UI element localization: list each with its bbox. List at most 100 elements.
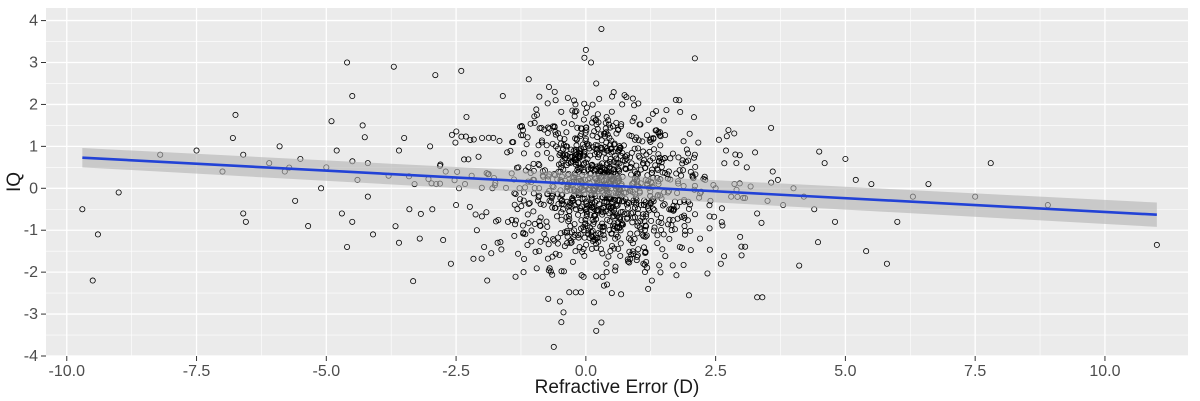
data-point: [663, 107, 670, 114]
y-axis: -4 -3 -2 -1 0 1 2 3 4: [24, 13, 46, 365]
x-axis-title: Refractive Error (D): [535, 377, 700, 398]
x-tick-label: -5.0: [313, 363, 341, 380]
data-point: [624, 256, 631, 263]
data-point: [512, 221, 519, 228]
data-point: [690, 154, 697, 161]
data-point: [509, 139, 516, 146]
data-point: [524, 241, 531, 248]
data-point: [631, 235, 638, 242]
data-point: [646, 148, 653, 155]
data-point: [540, 201, 547, 208]
data-point: [561, 229, 568, 236]
data-point: [743, 164, 750, 171]
data-point: [654, 232, 661, 239]
data-point: [681, 214, 688, 221]
data-point: [608, 204, 615, 211]
data-point: [576, 153, 583, 160]
data-point: [545, 267, 552, 274]
data-point: [475, 153, 482, 160]
data-point: [654, 167, 661, 174]
data-point: [305, 223, 312, 230]
data-point: [733, 160, 740, 167]
data-point: [650, 155, 657, 162]
data-point: [318, 185, 325, 192]
data-point: [588, 245, 595, 252]
data-point: [548, 194, 555, 201]
data-point: [524, 211, 531, 218]
data-point: [621, 157, 628, 164]
data-point: [606, 210, 613, 217]
data-point: [643, 132, 650, 139]
data-point: [526, 200, 533, 207]
data-point: [634, 222, 641, 229]
data-point: [680, 138, 687, 145]
x-tick-label: -10.0: [49, 363, 86, 380]
data-point: [395, 147, 402, 154]
data-point: [591, 299, 598, 306]
data-point: [606, 226, 613, 233]
data-point: [706, 225, 713, 232]
data-point: [544, 130, 551, 137]
data-point: [549, 140, 556, 147]
data-point: [567, 240, 574, 247]
data-point: [608, 290, 615, 297]
data-point: [94, 231, 101, 238]
data-point: [458, 67, 465, 74]
data-point: [692, 163, 699, 170]
data-point: [621, 92, 628, 99]
data-point: [598, 319, 605, 326]
data-point: [605, 117, 612, 124]
data-point: [575, 231, 582, 238]
data-point: [577, 148, 584, 155]
data-point: [575, 211, 582, 218]
data-point: [533, 106, 540, 113]
data-point: [467, 136, 474, 143]
data-point: [731, 130, 738, 137]
data-point: [633, 134, 640, 141]
data-point: [115, 189, 122, 196]
data-point: [725, 127, 732, 134]
data-point: [587, 224, 594, 231]
data-point: [816, 148, 823, 155]
data-point: [642, 164, 649, 171]
data-point: [586, 145, 593, 152]
data-point: [658, 159, 665, 166]
data-point: [536, 125, 543, 132]
data-point: [662, 253, 669, 260]
data-point: [647, 135, 654, 142]
data-point: [549, 253, 556, 260]
data-point: [627, 255, 634, 262]
data-point: [592, 232, 599, 239]
data-point: [616, 147, 623, 154]
data-point: [523, 141, 530, 148]
data-point: [852, 176, 859, 183]
data-point: [507, 147, 514, 154]
data-point: [641, 227, 648, 234]
data-point: [578, 272, 585, 279]
data-point: [654, 240, 661, 247]
data-point: [665, 221, 672, 228]
data-point: [597, 246, 604, 253]
data-point: [560, 309, 567, 316]
data-point: [370, 231, 377, 238]
data-point: [463, 114, 470, 121]
data-point: [653, 108, 660, 115]
data-point: [641, 201, 648, 208]
data-point: [619, 221, 626, 228]
data-point: [462, 133, 469, 140]
data-point: [574, 124, 581, 131]
data-point: [557, 230, 564, 237]
data-point: [602, 133, 609, 140]
data-point: [677, 109, 684, 116]
x-tick-label: 2.5: [705, 363, 727, 380]
data-point: [583, 208, 590, 215]
data-point: [410, 278, 417, 285]
data-point: [551, 237, 558, 244]
data-point: [842, 155, 849, 162]
data-point: [629, 118, 636, 125]
data-point: [656, 262, 663, 269]
data-point: [624, 215, 631, 222]
x-tick-label: 10.0: [1089, 363, 1120, 380]
data-point: [658, 226, 665, 233]
